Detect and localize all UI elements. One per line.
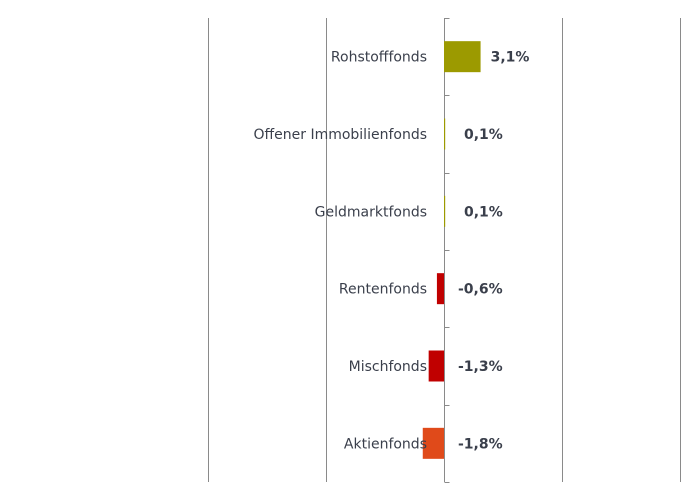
bars bbox=[422, 41, 481, 459]
bar-rentenfonds bbox=[436, 273, 444, 305]
category-label: Rohstofffonds bbox=[331, 50, 427, 66]
bar-mischfonds bbox=[428, 350, 444, 382]
category-label: Offener Immobilienfonds bbox=[253, 127, 427, 143]
gridlines bbox=[208, 18, 681, 482]
value-label: -1,3% bbox=[458, 359, 503, 375]
value-label: -1,8% bbox=[458, 436, 503, 452]
category-axis bbox=[444, 18, 450, 483]
category-label: Aktienfonds bbox=[344, 436, 427, 452]
value-label: 3,1% bbox=[491, 50, 530, 66]
category-label: Mischfonds bbox=[349, 359, 427, 375]
bar-geldmarktfonds bbox=[444, 195, 446, 227]
value-label: 0,1% bbox=[464, 204, 503, 220]
bar-rohstofffonds bbox=[444, 41, 481, 73]
labels: Rohstofffonds 3,1% Offener Immobilienfonds… bbox=[253, 50, 529, 453]
category-label: Rentenfonds bbox=[339, 282, 427, 298]
bar-offener-immobilienfonds bbox=[444, 118, 446, 150]
bar-aktienfonds bbox=[422, 427, 444, 459]
value-label: 0,1% bbox=[464, 127, 503, 143]
value-label: -0,6% bbox=[458, 282, 503, 298]
category-label: Geldmarktfonds bbox=[315, 204, 427, 220]
